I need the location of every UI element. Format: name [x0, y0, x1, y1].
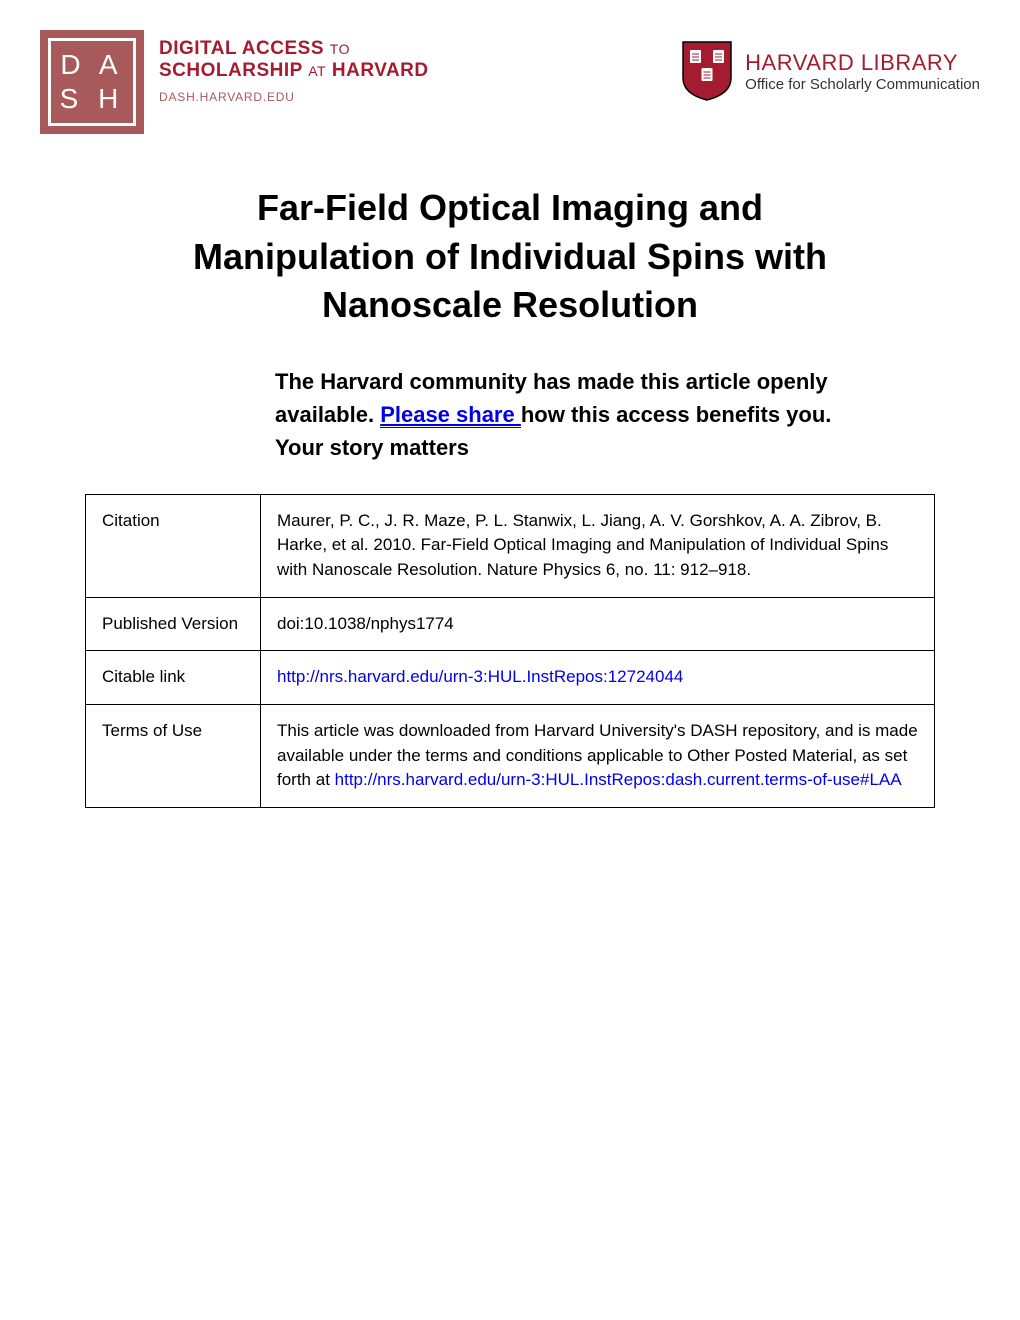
dash-text-line2: SCHOLARSHIP AT HARVARD: [159, 60, 429, 82]
page-header: D A S H DIGITAL ACCESS TO SCHOLARSHIP AT…: [40, 30, 980, 134]
harvard-text: HARVARD LIBRARY Office for Scholarly Com…: [745, 50, 980, 93]
terms-value: This article was downloaded from Harvard…: [261, 704, 935, 807]
citable-link[interactable]: http://nrs.harvard.edu/urn-3:HUL.InstRep…: [277, 667, 683, 686]
terms-label: Terms of Use: [86, 704, 261, 807]
harvard-office-label: Office for Scholarly Communication: [745, 76, 980, 93]
dash-logo-row1: D A: [60, 48, 123, 82]
dash-text: DIGITAL ACCESS TO SCHOLARSHIP AT HARVARD…: [159, 30, 429, 104]
published-version-value: doi:10.1038/nphys1774: [261, 597, 935, 651]
citable-link-label: Citable link: [86, 651, 261, 705]
citation-label: Citation: [86, 494, 261, 597]
table-row: Citable link http://nrs.harvard.edu/urn-…: [86, 651, 935, 705]
published-version-label: Published Version: [86, 597, 261, 651]
citation-value: Maurer, P. C., J. R. Maze, P. L. Stanwix…: [261, 494, 935, 597]
harvard-branding: HARVARD LIBRARY Office for Scholarly Com…: [681, 30, 980, 102]
article-title: Far-Field Optical Imaging and Manipulati…: [150, 184, 870, 330]
terms-link[interactable]: http://nrs.harvard.edu/urn-3:HUL.InstRep…: [335, 770, 902, 789]
metadata-table: Citation Maurer, P. C., J. R. Maze, P. L…: [85, 494, 935, 808]
dash-logo-inner: D A S H: [48, 38, 136, 126]
table-row: Citation Maurer, P. C., J. R. Maze, P. L…: [86, 494, 935, 597]
dash-url: DASH.HARVARD.EDU: [159, 90, 429, 104]
dash-branding: D A S H DIGITAL ACCESS TO SCHOLARSHIP AT…: [40, 30, 429, 134]
dash-logo-row2: S H: [60, 82, 125, 116]
harvard-shield-icon: [681, 40, 733, 102]
harvard-library-label: HARVARD LIBRARY: [745, 50, 980, 76]
dash-logo: D A S H: [40, 30, 144, 134]
share-subtitle: The Harvard community has made this arti…: [160, 365, 860, 464]
citable-link-value: http://nrs.harvard.edu/urn-3:HUL.InstRep…: [261, 651, 935, 705]
dash-text-line1: DIGITAL ACCESS TO: [159, 38, 429, 60]
table-row: Terms of Use This article was downloaded…: [86, 704, 935, 807]
table-row: Published Version doi:10.1038/nphys1774: [86, 597, 935, 651]
please-share-link[interactable]: Please share: [380, 402, 521, 428]
